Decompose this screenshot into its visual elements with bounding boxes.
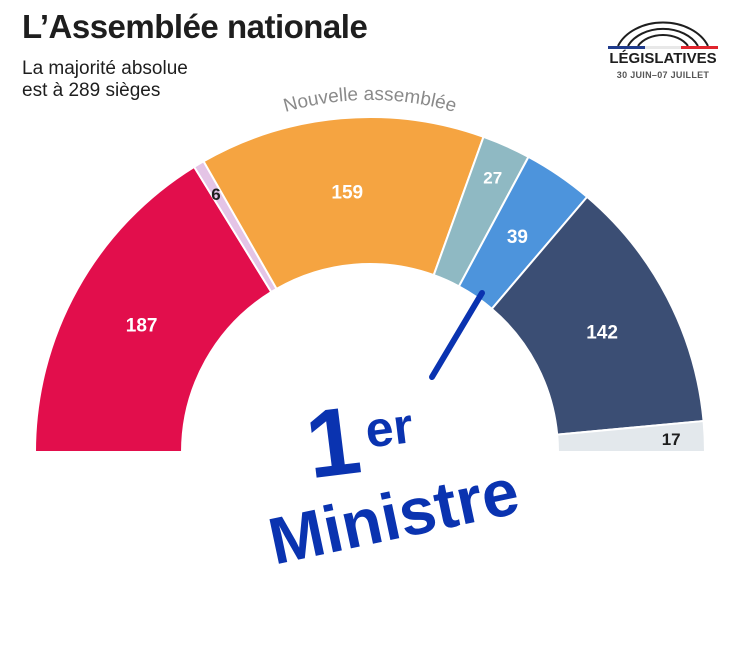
subtitle-line-1: La majorité absolue <box>22 58 188 79</box>
segment-label-5: 142 <box>586 322 618 343</box>
pointer-stroke <box>429 290 485 380</box>
chart-title: Nouvelle assemblée <box>281 84 459 117</box>
logo-title: LÉGISLATIVES <box>609 50 717 67</box>
page-title: L’Assemblée nationale <box>22 8 368 45</box>
segment-label-3: 27 <box>483 169 502 188</box>
subtitle-line-2: est à 289 sièges <box>22 80 161 101</box>
annotation-superscript: er <box>362 397 416 459</box>
segment-label-1: 6 <box>211 185 220 204</box>
logo-arcs-icon <box>608 21 718 49</box>
segment-label-2: 159 <box>331 182 363 203</box>
segment-6 <box>556 419 707 453</box>
segment-label-6: 17 <box>662 430 681 449</box>
logo-subtitle: 30 JUIN–07 JUILLET <box>616 70 710 80</box>
segment-2 <box>202 115 485 291</box>
segment-0 <box>33 165 273 453</box>
segment-label-4: 39 <box>507 227 528 248</box>
page-subtitle: La majorité absolue est à 289 sièges <box>22 58 188 102</box>
segment-label-0: 187 <box>126 316 158 337</box>
legislatives-logo: LÉGISLATIVES 30 JUIN–07 JUILLET <box>598 6 728 86</box>
